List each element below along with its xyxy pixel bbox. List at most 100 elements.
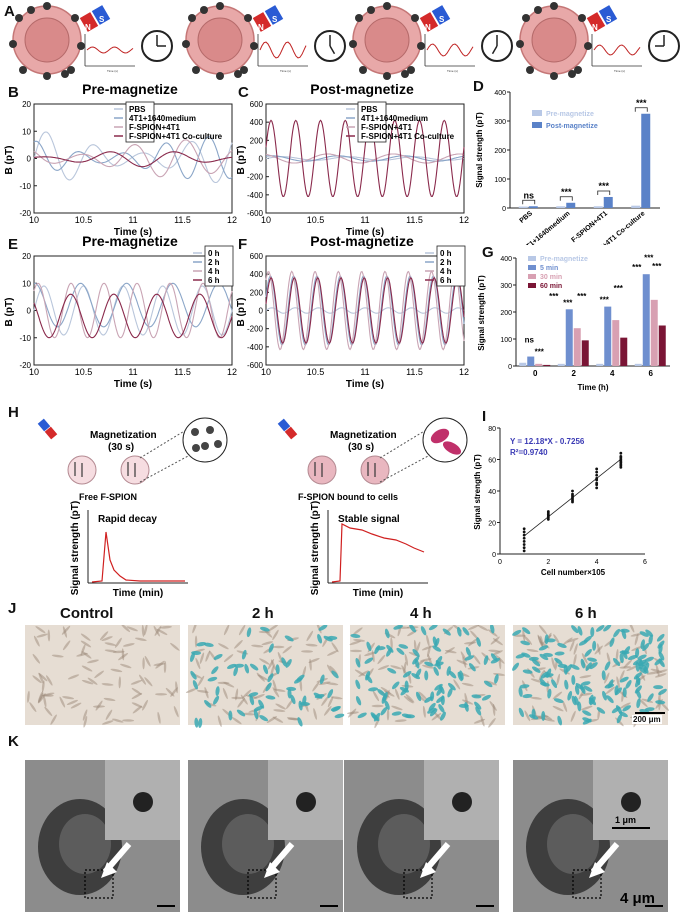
prussian-blue-stain (522, 627, 531, 635)
arrow-head (420, 862, 436, 878)
cell-fiber (240, 694, 248, 705)
zoom-line (379, 429, 427, 459)
bar-0-1 (557, 363, 565, 366)
prussian-blue-stain (639, 631, 649, 637)
cell-fiber (660, 702, 670, 711)
prussian-blue-stain (476, 637, 482, 647)
cell-fiber (552, 705, 564, 712)
cell-fiber (524, 635, 533, 645)
stable-curve (331, 523, 425, 583)
magnetization-label: Magnetization (330, 430, 397, 441)
panel-title: Post-magnetize (310, 81, 414, 97)
cell-fiber (353, 639, 366, 642)
prussian-blue-stain (519, 684, 530, 689)
cell-fiber (93, 705, 106, 708)
particle-dot (134, 469, 136, 471)
cell-fiber (493, 673, 505, 676)
prussian-blue-stain (583, 635, 592, 643)
cell-fiber (299, 679, 303, 692)
legend-swatch (528, 283, 536, 288)
prussian-blue-stain (613, 628, 621, 638)
mini-xlabel: Time (s) (614, 69, 625, 73)
prussian-blue-stain (522, 669, 533, 674)
tem-nucleus (378, 814, 430, 874)
bar-3-0 (543, 364, 551, 366)
cell-fiber (473, 718, 486, 724)
prussian-blue-stain (464, 655, 474, 661)
prussian-blue-stain (249, 695, 255, 706)
nanoparticle (349, 40, 357, 48)
cell-fiber (403, 695, 414, 704)
prussian-blue-stain (380, 706, 388, 716)
cell-fiber (272, 629, 279, 641)
prussian-blue-stain (640, 639, 645, 650)
cell-fiber (46, 675, 53, 686)
cell-fiber (27, 690, 30, 703)
nanoparticle (550, 2, 558, 10)
prussian-blue-stain (428, 625, 438, 631)
scatter-point (522, 533, 526, 537)
y-tick-label: 100 (500, 337, 512, 344)
cell-fiber (205, 650, 211, 662)
clock-hand (329, 45, 336, 55)
y-tick-label: 600 (250, 100, 264, 109)
bar-2-0 (535, 363, 543, 366)
legend-entry: 60 min (540, 283, 562, 290)
prussian-blue-stain (575, 683, 584, 690)
particle-dot (367, 472, 369, 474)
bar-0-2 (593, 206, 603, 208)
panel-label-h: H (8, 404, 19, 421)
cell-fiber (139, 674, 147, 685)
cell-fiber (562, 637, 573, 645)
cell-fiber (62, 640, 71, 651)
legend-swatch (528, 256, 536, 261)
waveform-series-2 (265, 270, 465, 351)
x-tick-label: 10.5 (307, 367, 325, 377)
prussian-blue-stain (557, 715, 563, 726)
cell-fiber (118, 676, 121, 689)
magnet-s-pole (264, 5, 284, 25)
prussian-blue-stain (521, 652, 531, 658)
y-tick-label: 0 (502, 206, 506, 213)
cell-fiber (573, 643, 578, 655)
prussian-blue-stain (318, 625, 328, 631)
cell-fiber (142, 657, 145, 670)
x-tick-label: 12 (227, 215, 237, 225)
cell-fiber (144, 655, 151, 667)
bar-1-2 (603, 196, 613, 208)
particle-dot (321, 475, 323, 477)
cell-fiber (538, 669, 545, 681)
prussian-blue-stain (429, 708, 438, 717)
prussian-blue-stain (204, 699, 212, 708)
prussian-blue-stain (259, 715, 269, 722)
legend-entry: Pre-magnetize (546, 111, 594, 118)
prussian-blue-stain (265, 682, 272, 692)
particle-dot (127, 466, 129, 468)
caption: Free F-SPION (79, 492, 137, 502)
cell-fiber (537, 634, 543, 646)
prussian-blue-stain (539, 653, 549, 661)
particle-dot (81, 471, 83, 473)
prussian-blue-stain (440, 695, 445, 706)
cell-fiber (477, 625, 489, 631)
magnet-s-text: S (99, 15, 105, 24)
cell-fiber (159, 625, 172, 629)
nanoparticle (355, 14, 363, 22)
bar-1-2 (604, 306, 612, 366)
cell-fiber (272, 716, 284, 723)
nanoparticle (188, 14, 196, 22)
prussian-blue-stain (284, 635, 294, 642)
legend-entry: 5 min (540, 265, 558, 272)
prussian-blue-stain (228, 710, 233, 721)
scatter-point (595, 467, 599, 471)
cell-fiber (242, 712, 255, 716)
nanoparticle (216, 72, 224, 80)
legend-entry: 2 h (440, 258, 452, 267)
prussian-blue-stain (192, 680, 199, 690)
cell-fiber (308, 657, 320, 663)
y-tick-label: 200 (500, 310, 512, 317)
prussian-blue-stain (391, 711, 402, 716)
cell-fiber (38, 672, 44, 684)
y-tick-label: 20 (22, 252, 31, 261)
